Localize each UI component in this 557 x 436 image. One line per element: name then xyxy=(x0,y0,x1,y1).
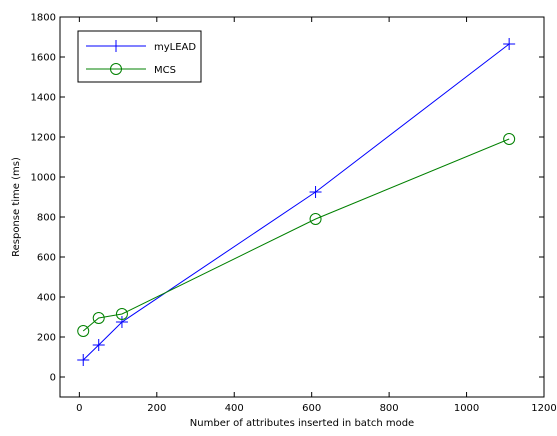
legend: myLEAD MCS xyxy=(77,30,202,83)
x-tick-label: 200 xyxy=(147,403,166,414)
x-tick-label: 400 xyxy=(225,403,244,414)
y-axis-label: Response time (ms) xyxy=(11,157,22,257)
data-point xyxy=(309,186,322,198)
y-tick-label: 1200 xyxy=(31,133,56,144)
series-layer xyxy=(77,38,516,366)
y-tick-label: 1400 xyxy=(31,93,56,104)
data-point xyxy=(115,316,128,328)
y-tick-label: 600 xyxy=(37,253,56,264)
legend-marker xyxy=(110,40,122,52)
data-point xyxy=(115,308,128,320)
legend-box xyxy=(77,30,202,83)
data-point xyxy=(503,133,516,145)
x-tick-label: 1200 xyxy=(531,403,556,414)
legend-label-mcs: MCS xyxy=(154,65,176,76)
data-point xyxy=(77,325,90,337)
y-tick-label: 1000 xyxy=(31,173,56,184)
data-point xyxy=(77,354,90,366)
y-tick-label: 1800 xyxy=(31,13,56,24)
x-tick-label: 1000 xyxy=(454,403,479,414)
series-line-1 xyxy=(82,138,510,332)
y-tick-label: 400 xyxy=(37,293,56,304)
x-tick-label: 0 xyxy=(76,403,82,414)
data-point xyxy=(92,339,105,351)
x-axis-ticks: 0 200 400 600 800 1000 1200 xyxy=(76,17,557,414)
x-axis-label: Number of attributes inserted in batch m… xyxy=(190,418,414,429)
y-tick-label: 1600 xyxy=(31,53,56,64)
data-point xyxy=(92,312,105,324)
data-point xyxy=(503,38,516,50)
y-tick-label: 0 xyxy=(50,373,56,384)
y-tick-label: 800 xyxy=(37,213,56,224)
x-tick-label: 800 xyxy=(380,403,399,414)
legend-marker xyxy=(110,63,122,75)
y-tick-label: 200 xyxy=(37,333,56,344)
x-tick-label: 600 xyxy=(302,403,321,414)
legend-label-mylead: myLEAD xyxy=(154,42,196,53)
data-point xyxy=(309,213,322,225)
y-axis-ticks: 0 200 400 600 800 1000 1200 1400 1600 1800 xyxy=(31,13,544,384)
legend-marker-mylead xyxy=(110,40,122,52)
legend-marker-mcs xyxy=(110,63,122,75)
